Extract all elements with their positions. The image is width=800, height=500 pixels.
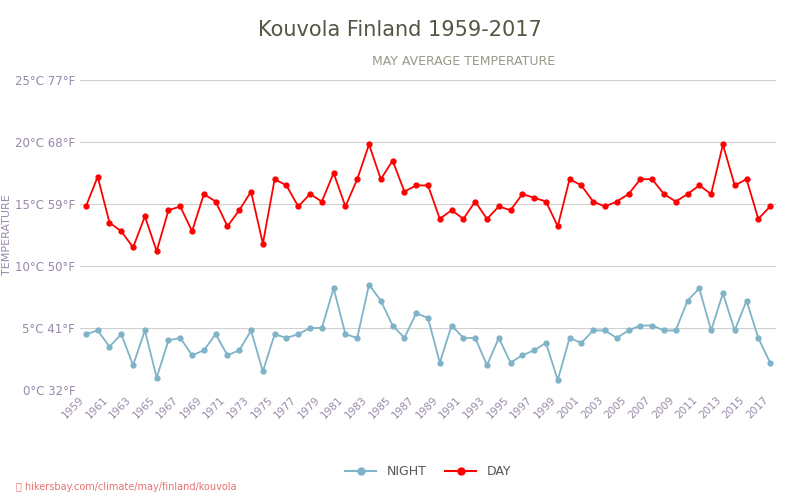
Y-axis label: TEMPERATURE: TEMPERATURE <box>2 194 11 276</box>
Legend: NIGHT, DAY: NIGHT, DAY <box>340 460 516 483</box>
Text: Kouvola Finland 1959-2017: Kouvola Finland 1959-2017 <box>258 20 542 40</box>
Text: 🏠 hikersbay.com/climate/may/finland/kouvola: 🏠 hikersbay.com/climate/may/finland/kouv… <box>16 482 237 492</box>
Text: MAY AVERAGE TEMPERATURE: MAY AVERAGE TEMPERATURE <box>373 55 555 68</box>
